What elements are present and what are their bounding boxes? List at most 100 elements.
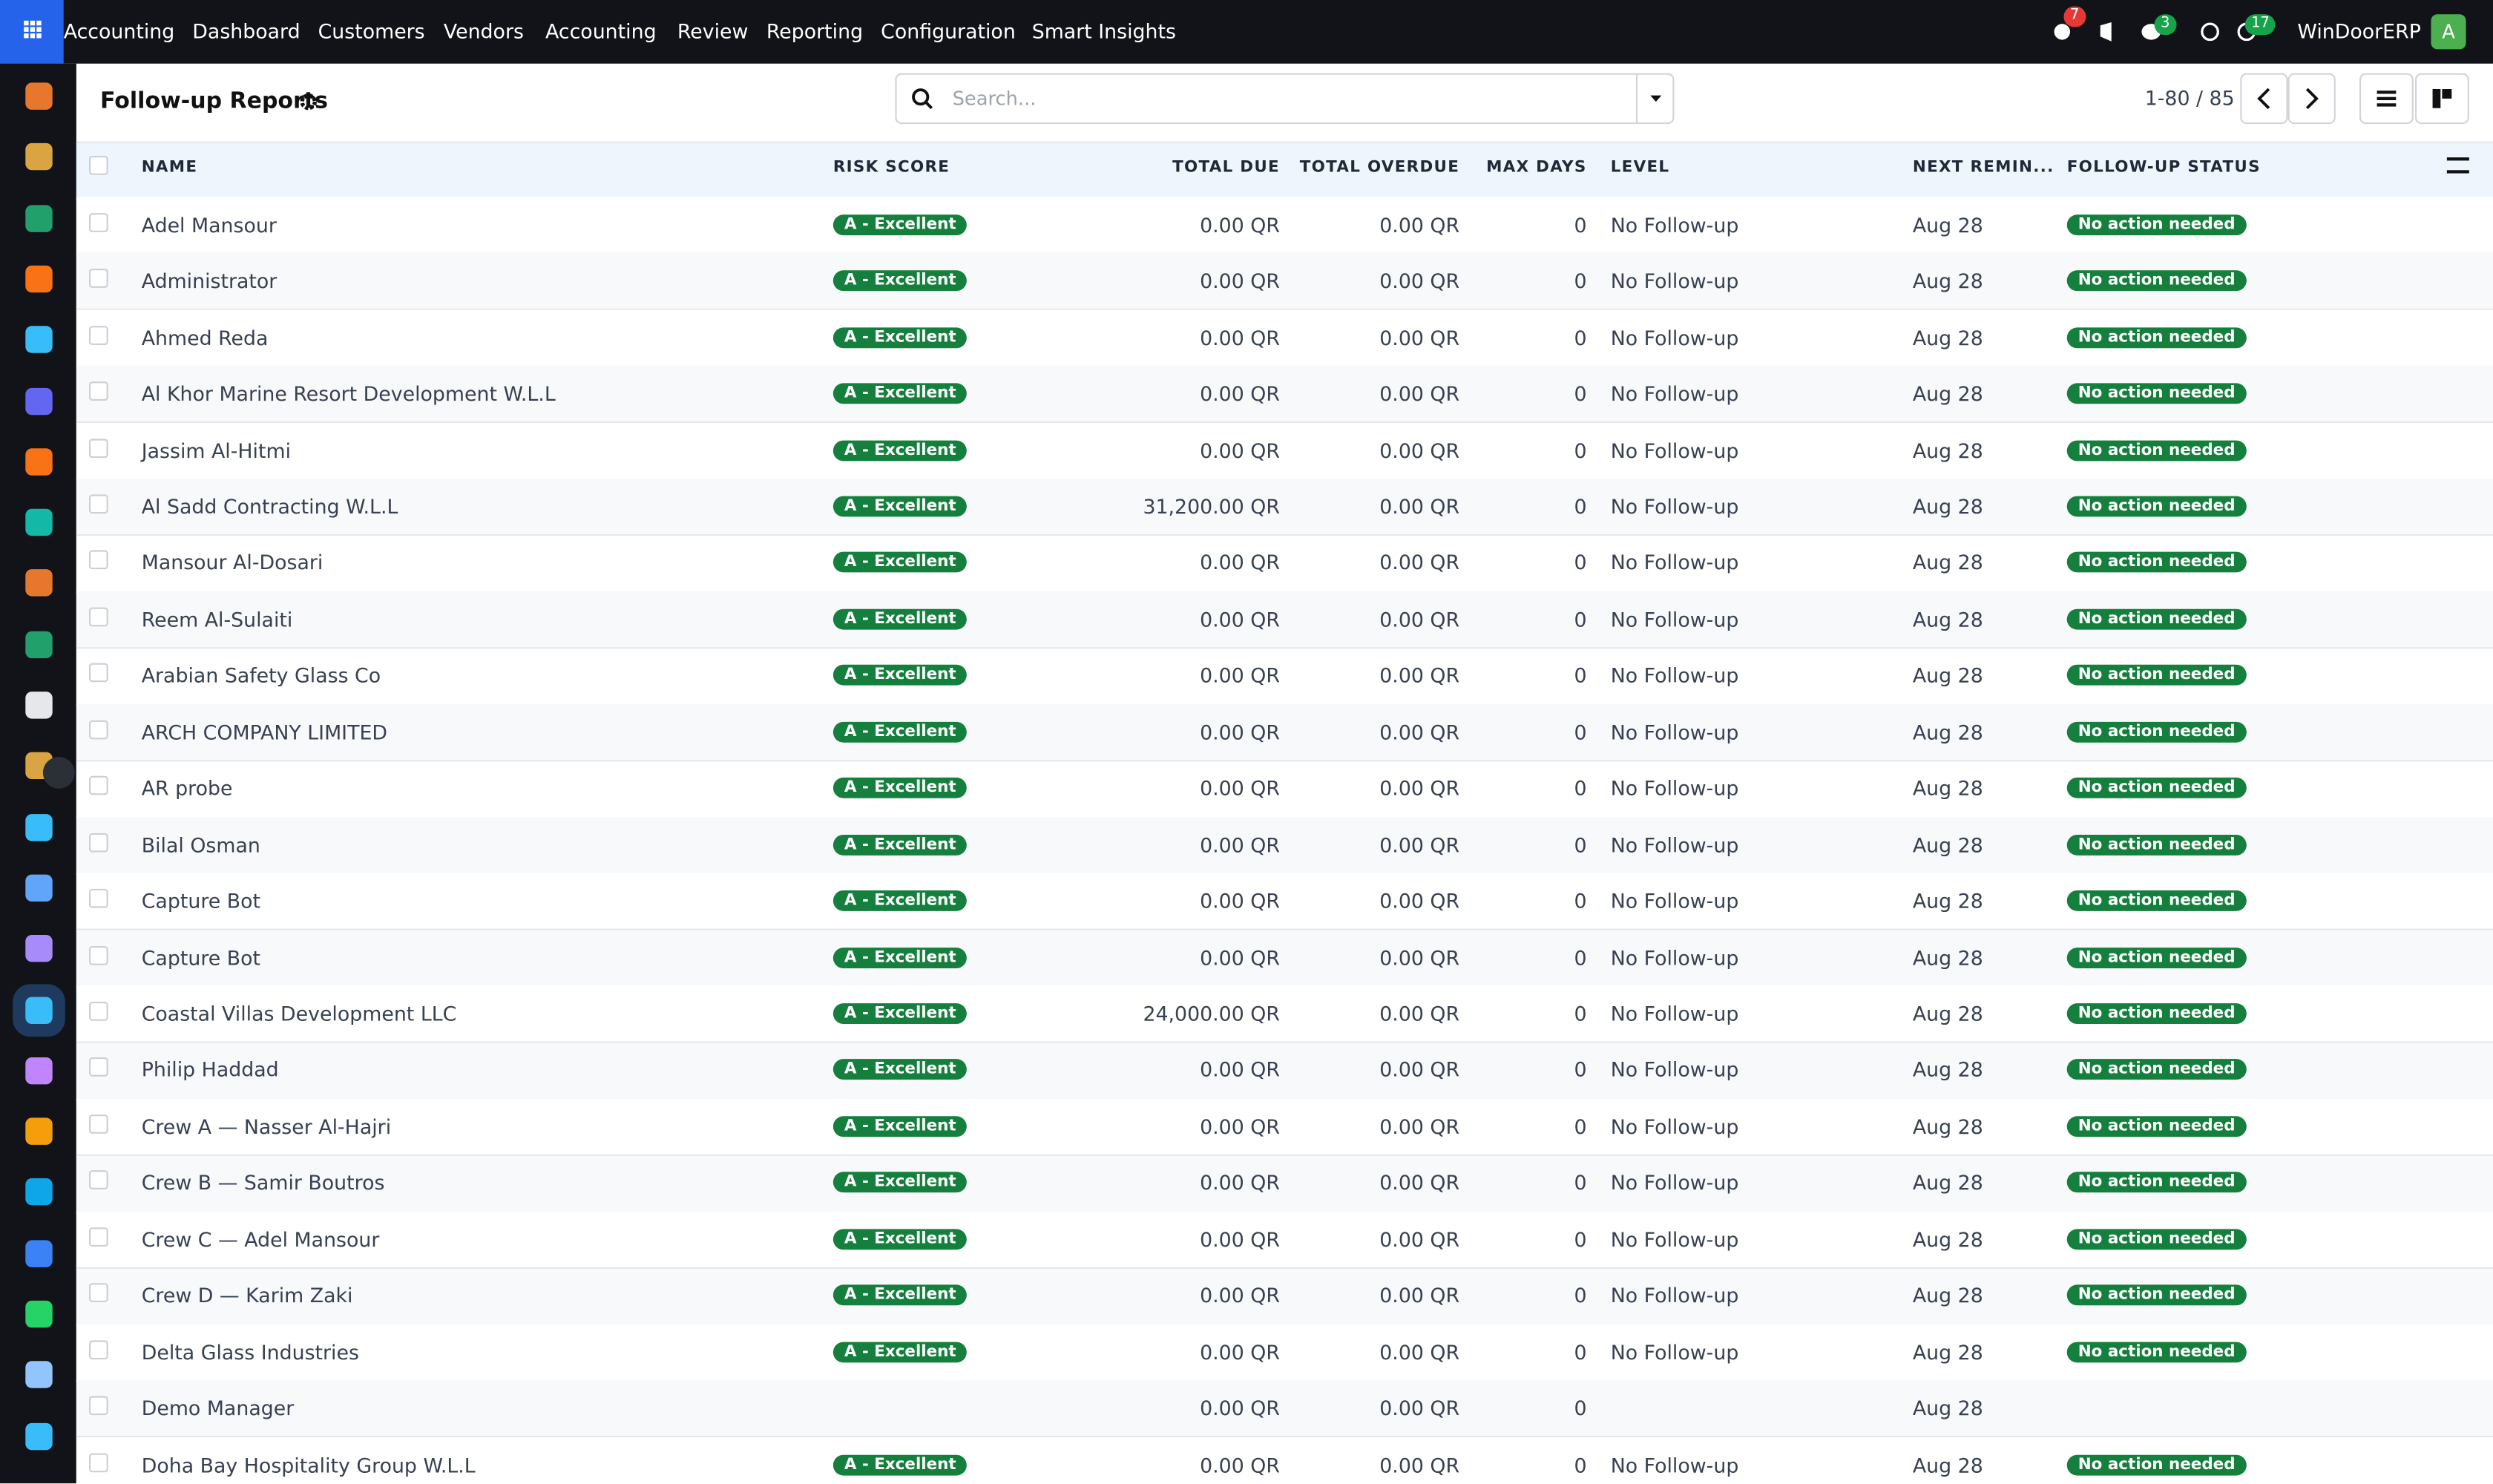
- optional-columns-toggle[interactable]: [2446, 157, 2469, 174]
- row-checkbox[interactable]: [89, 381, 108, 401]
- cell-due: 0.00 QR: [1200, 889, 1280, 913]
- cell-due: 0.00 QR: [1200, 551, 1280, 575]
- sidebar-app-icon[interactable]: [25, 447, 53, 476]
- cell-days: 0: [1574, 1057, 1587, 1083]
- kanban-view[interactable]: [2415, 73, 2469, 125]
- risk-badge: A - Excellent: [832, 778, 968, 799]
- apps-button[interactable]: [0, 0, 64, 64]
- sidebar-app-icon[interactable]: [25, 874, 53, 902]
- sidebar-app-icon[interactable]: [25, 1361, 53, 1389]
- row-checkbox[interactable]: [89, 551, 108, 570]
- cell-name: Arabian Safety Glass Co: [141, 663, 381, 688]
- column-header[interactable]: NEXT REMIN...: [1912, 159, 2054, 177]
- row-checkbox[interactable]: [89, 833, 108, 852]
- risk-badge: A - Excellent: [832, 834, 968, 856]
- row-checkbox[interactable]: [89, 663, 108, 683]
- sidebar-app-icon[interactable]: [25, 569, 53, 597]
- cell-level: No Follow-up: [1610, 551, 1739, 575]
- row-checkbox[interactable]: [89, 269, 108, 289]
- row-checkbox[interactable]: [89, 1114, 108, 1134]
- row-checkbox[interactable]: [89, 607, 108, 626]
- column-header[interactable]: TOTAL DUE: [1172, 159, 1280, 177]
- row-checkbox[interactable]: [89, 494, 108, 514]
- row-checkbox[interactable]: [89, 1452, 108, 1472]
- menu-item[interactable]: Review: [677, 19, 749, 43]
- prev-page[interactable]: [2240, 73, 2288, 125]
- row-checkbox[interactable]: [89, 945, 108, 965]
- sidebar-app-icon[interactable]: [25, 387, 53, 415]
- activity-badge: 17: [2244, 14, 2276, 36]
- table-row[interactable]: [76, 1380, 2493, 1439]
- cell-next: Aug 28: [1912, 663, 1983, 688]
- menu-item[interactable]: Dashboard: [192, 19, 300, 43]
- cell-name: Mansour Al-Dosari: [141, 551, 323, 575]
- row-checkbox[interactable]: [89, 1283, 108, 1303]
- row-checkbox[interactable]: [89, 1227, 108, 1247]
- menu-item[interactable]: Configuration: [881, 19, 1016, 43]
- menu-item[interactable]: Smart Insights: [1031, 19, 1176, 43]
- row-checkbox[interactable]: [89, 438, 108, 458]
- sidebar-app-icon[interactable]: [25, 326, 53, 354]
- row-checkbox[interactable]: [89, 720, 108, 739]
- settings-gear[interactable]: [299, 92, 318, 111]
- sidebar-app-icon[interactable]: [25, 996, 53, 1023]
- avatar[interactable]: A: [2431, 14, 2466, 50]
- sidebar-app-icon[interactable]: [25, 1239, 53, 1267]
- row-checkbox[interactable]: [89, 1339, 108, 1359]
- column-header[interactable]: NAME: [141, 159, 198, 177]
- status-badge: No action needed: [2066, 1454, 2247, 1475]
- search-dropdown[interactable]: [1636, 74, 1674, 122]
- sidebar-app-icon[interactable]: [25, 1178, 53, 1206]
- cell-overdue: 0.00 QR: [1379, 551, 1460, 575]
- select-all-checkbox[interactable]: [89, 156, 108, 175]
- row-checkbox[interactable]: [89, 776, 108, 795]
- cell-days: 0: [1574, 720, 1587, 744]
- menu-item[interactable]: Accounting: [545, 19, 657, 43]
- sidebar-app-icon[interactable]: [25, 1300, 53, 1328]
- sidebar-app-icon[interactable]: [25, 935, 53, 962]
- list-view[interactable]: [2359, 73, 2414, 125]
- sidebar-app-icon[interactable]: [25, 631, 53, 658]
- sidebar-app-icon[interactable]: [25, 82, 53, 110]
- sidebar-app-icon[interactable]: [25, 265, 53, 293]
- menu-item[interactable]: Customers: [318, 19, 425, 43]
- row-checkbox[interactable]: [89, 1002, 108, 1021]
- company-name[interactable]: WinDoorERP: [2297, 19, 2421, 43]
- cell-next: Aug 28: [1912, 269, 1983, 293]
- sidebar-app-icon[interactable]: [25, 692, 53, 719]
- row-checkbox[interactable]: [89, 1396, 108, 1416]
- row-checkbox[interactable]: [89, 1170, 108, 1190]
- column-header[interactable]: FOLLOW-UP STATUS: [2066, 159, 2261, 177]
- sidebar-collapse[interactable]: [42, 756, 75, 789]
- notification-badge: 7: [2063, 6, 2086, 27]
- column-header[interactable]: LEVEL: [1610, 159, 1670, 177]
- status-badge: No action needed: [2066, 552, 2247, 574]
- cell-days: 0: [1574, 1396, 1587, 1420]
- cell-name: Al Sadd Contracting W.L.L: [141, 494, 398, 519]
- row-checkbox[interactable]: [89, 325, 108, 345]
- app-name[interactable]: Accounting: [63, 19, 175, 43]
- row-checkbox[interactable]: [89, 1057, 108, 1077]
- column-header[interactable]: TOTAL OVERDUE: [1299, 159, 1460, 177]
- sidebar-app-icon[interactable]: [25, 143, 53, 171]
- sidebar-app-icon[interactable]: [25, 1117, 53, 1146]
- menu-item[interactable]: Reporting: [766, 19, 864, 43]
- column-header[interactable]: RISK SCORE: [832, 159, 950, 177]
- sidebar-app-icon[interactable]: [25, 508, 53, 536]
- row-checkbox[interactable]: [89, 889, 108, 908]
- row-checkbox[interactable]: [89, 212, 108, 232]
- next-page[interactable]: [2287, 73, 2336, 125]
- menu-item[interactable]: Vendors: [443, 19, 524, 43]
- sidebar-app-icon[interactable]: [25, 1057, 53, 1084]
- column-header[interactable]: MAX DAYS: [1486, 159, 1587, 177]
- cell-name: Crew C — Adel Mansour: [141, 1227, 380, 1251]
- sidebar-app-icon[interactable]: [25, 204, 53, 232]
- cell-overdue: 0.00 QR: [1379, 1002, 1460, 1026]
- search-box[interactable]: Search...: [895, 73, 1675, 125]
- risk-badge: A - Excellent: [832, 1454, 968, 1475]
- cell-overdue: 0.00 QR: [1379, 1396, 1460, 1420]
- sidebar-app-icon[interactable]: [25, 813, 53, 841]
- cell-level: No Follow-up: [1610, 381, 1739, 406]
- pager: 1-80 / 85: [2144, 85, 2235, 110]
- sidebar-app-icon[interactable]: [25, 1422, 53, 1450]
